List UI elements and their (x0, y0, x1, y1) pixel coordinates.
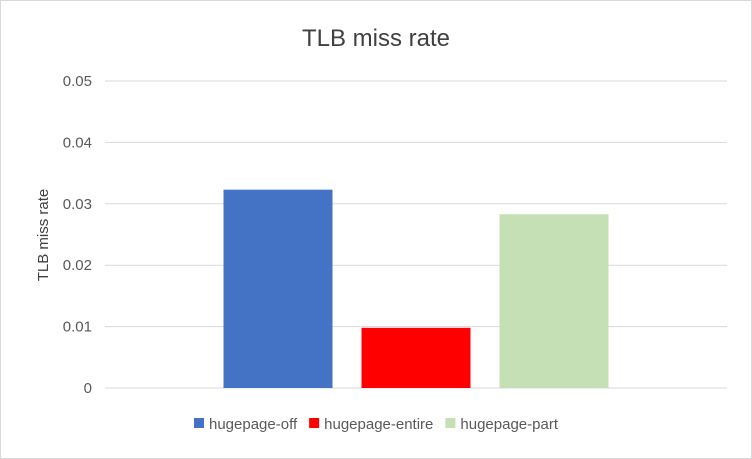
chart-title: TLB miss rate (302, 25, 450, 52)
bar-hugepage-part (499, 214, 609, 388)
gridlines (105, 80, 727, 389)
legend-label: hugepage-off (209, 416, 298, 433)
legend-swatch-hugepage-off (194, 418, 204, 428)
legend-swatch-hugepage-part (445, 418, 456, 428)
y-tick-label: 0.05 (63, 73, 92, 90)
legend-label: hugepage-part (460, 416, 558, 433)
y-tick-labels: 0 0.01 0.02 0.03 0.04 0.05 (63, 73, 92, 397)
y-tick-label: 0.02 (63, 257, 92, 274)
legend-swatch-hugepage-entire (309, 418, 320, 428)
y-axis-title: TLB miss rate (35, 189, 52, 282)
bar-hugepage-off (223, 189, 333, 388)
legend-label: hugepage-entire (324, 416, 433, 433)
legend: hugepage-off hugepage-entire hugepage-part (194, 416, 559, 433)
y-tick-label: 0.03 (63, 196, 92, 213)
bars (223, 189, 609, 388)
y-tick-label: 0 (84, 380, 92, 397)
y-tick-label: 0.04 (63, 134, 92, 151)
y-tick-label: 0.01 (63, 319, 92, 336)
bar-hugepage-entire (361, 327, 471, 388)
